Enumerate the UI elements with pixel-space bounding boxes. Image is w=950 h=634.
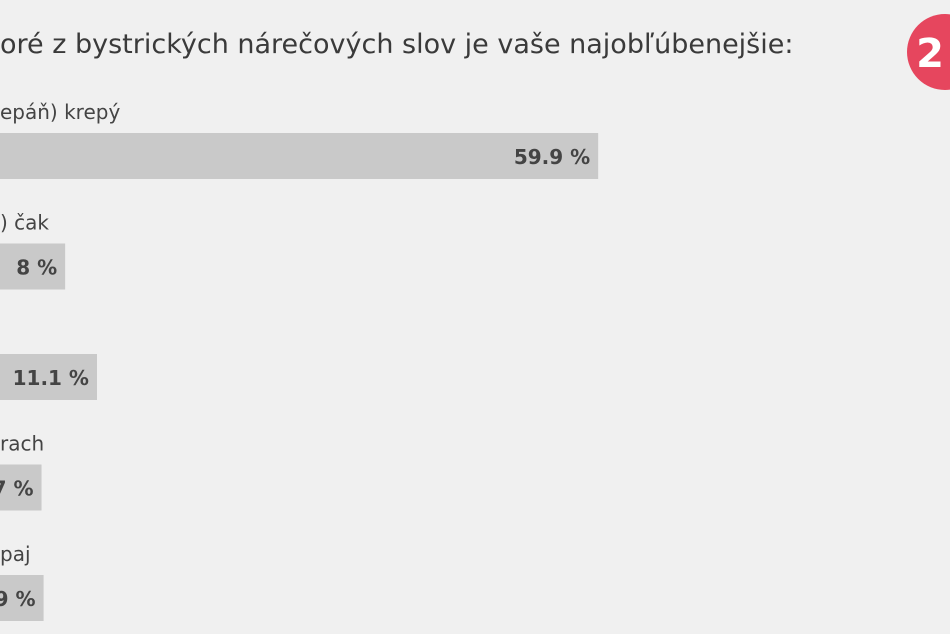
bar	[0, 354, 97, 400]
value-label: 7 %	[0, 477, 34, 501]
option-label: epáň) krepý	[0, 100, 120, 124]
bar	[0, 575, 44, 621]
logo-text: 2	[916, 31, 944, 77]
option-label: rach	[0, 432, 44, 456]
bar	[0, 464, 42, 511]
option-label: paj	[0, 542, 31, 566]
value-label: 59.9 %	[514, 145, 590, 169]
bar	[0, 133, 599, 179]
value-label: 11.1 %	[13, 366, 89, 390]
poll-title: oré z bystrických nárečových slov je vaš…	[0, 29, 793, 60]
logo	[907, 14, 950, 90]
value-label: 9 %	[0, 587, 36, 611]
bar	[0, 243, 66, 290]
value-label: 8 %	[16, 256, 57, 280]
option-label: ) čak	[0, 211, 49, 235]
